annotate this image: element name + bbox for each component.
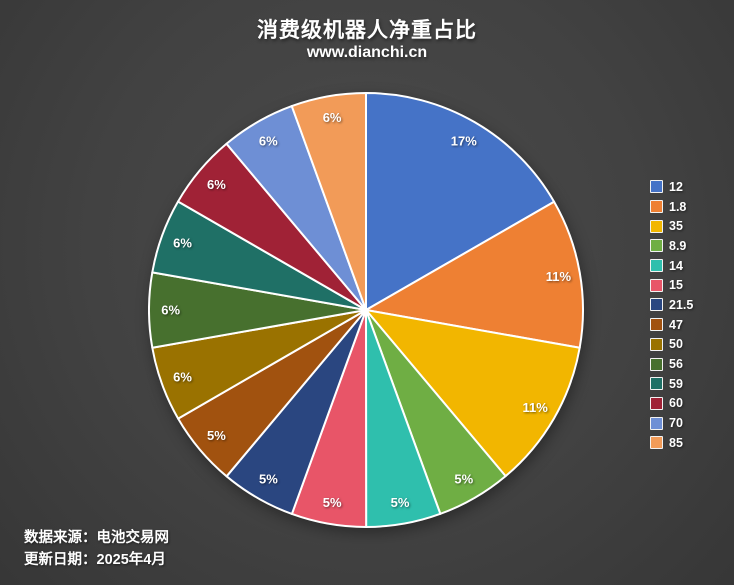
slice-percent-label-14: 5%	[391, 495, 410, 510]
legend: 12 1.8 35 8.9 14 15 21.5 47 50 56 59 60 70 85	[650, 177, 693, 453]
slice-percent-label-70: 6%	[259, 133, 278, 148]
data-source-text: 数据来源：电池交易网	[24, 530, 169, 546]
legend-item-59: 59	[650, 374, 693, 394]
legend-label-12: 12	[669, 179, 683, 194]
legend-swatch-8.9	[650, 239, 663, 253]
legend-label-1.8: 1.8	[669, 199, 687, 214]
legend-label-85: 85	[669, 435, 683, 450]
legend-swatch-21.5	[650, 298, 663, 312]
legend-item-35: 35	[650, 216, 693, 236]
legend-swatch-60	[650, 396, 663, 410]
legend-item-15: 15	[650, 275, 693, 295]
legend-swatch-50	[650, 337, 663, 351]
legend-label-8.9: 8.9	[669, 238, 687, 253]
legend-label-56: 56	[669, 357, 683, 372]
legend-label-70: 70	[669, 416, 683, 431]
legend-item-14: 14	[650, 256, 693, 276]
pie-slice-12	[365, 92, 556, 311]
legend-swatch-1.8	[650, 200, 663, 214]
legend-label-21.5: 21.5	[669, 297, 694, 312]
pie-slice-85	[290, 92, 367, 311]
legend-label-59: 59	[669, 376, 683, 391]
legend-item-50: 50	[650, 335, 693, 355]
slice-percent-label-47: 5%	[207, 428, 226, 443]
update-date-text: 更新日期：2025年4月	[24, 552, 166, 568]
legend-swatch-85	[650, 436, 663, 450]
slice-percent-label-56: 6%	[161, 303, 180, 318]
legend-item-47: 47	[650, 315, 693, 335]
slice-percent-label-35: 11%	[523, 400, 549, 415]
legend-item-56: 56	[650, 354, 693, 374]
legend-swatch-59	[650, 377, 663, 391]
legend-label-15: 15	[669, 278, 683, 293]
slice-percent-label-12: 17%	[451, 133, 477, 148]
chart-title: 消费级机器人净重占比	[257, 19, 477, 42]
legend-label-47: 47	[669, 317, 683, 332]
legend-swatch-47	[650, 318, 663, 332]
legend-item-12: 12	[650, 177, 693, 197]
pie-slice-35	[365, 309, 581, 478]
chart-subtitle: www.dianchi.cn	[306, 44, 428, 61]
slice-percent-label-50: 6%	[173, 369, 192, 384]
legend-label-35: 35	[669, 219, 683, 234]
legend-swatch-12	[650, 180, 663, 194]
legend-swatch-70	[650, 416, 663, 430]
slice-percent-label-21.5: 5%	[259, 472, 278, 487]
footer: 数据来源：电池交易网 更新日期：2025年4月	[24, 527, 169, 571]
slice-percent-label-59: 6%	[173, 236, 192, 251]
legend-swatch-15	[650, 278, 663, 292]
legend-swatch-14	[650, 259, 663, 273]
legend-label-50: 50	[669, 337, 683, 352]
legend-item-1.8: 1.8	[650, 197, 693, 217]
legend-swatch-35	[650, 219, 663, 233]
slice-percent-label-15: 5%	[323, 495, 342, 510]
legend-label-14: 14	[669, 258, 683, 273]
slice-percent-label-60: 6%	[207, 177, 226, 192]
legend-swatch-56	[650, 357, 663, 371]
legend-label-60: 60	[669, 396, 683, 411]
pie-slice-1.8	[365, 200, 584, 349]
legend-item-70: 70	[650, 413, 693, 433]
slice-percent-label-1.8: 11%	[546, 269, 572, 284]
slice-percent-label-8.9: 5%	[454, 472, 473, 487]
legend-item-60: 60	[650, 394, 693, 414]
legend-item-85: 85	[650, 433, 693, 453]
legend-item-8.9: 8.9	[650, 236, 693, 256]
legend-item-21.5: 21.5	[650, 295, 693, 315]
slice-percent-label-85: 6%	[323, 110, 342, 125]
